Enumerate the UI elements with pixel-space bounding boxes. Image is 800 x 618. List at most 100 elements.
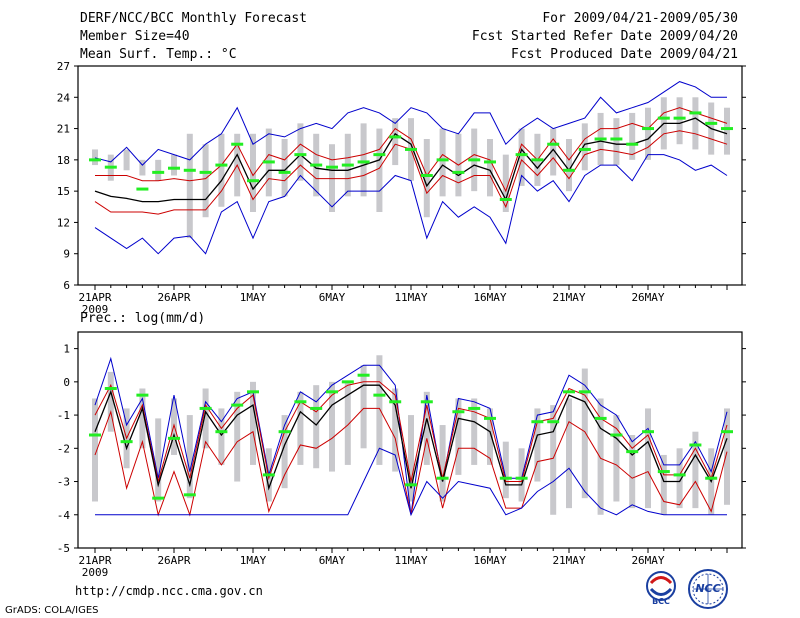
series-line-mean bbox=[94, 117, 728, 203]
x-tick-label: 11MAY bbox=[394, 291, 427, 304]
ensemble-box bbox=[534, 408, 541, 482]
ensemble-box bbox=[676, 448, 683, 509]
x-tick-label: 16MAY bbox=[473, 554, 506, 567]
y-tick-label: 21 bbox=[57, 123, 70, 136]
ensemble-box bbox=[297, 123, 304, 181]
x-tick-label: 21APR bbox=[78, 554, 111, 567]
ensemble-box bbox=[629, 435, 636, 509]
x-tick-label: 26APR bbox=[157, 554, 190, 567]
x-year-label: 2009 bbox=[82, 303, 109, 316]
ensemble-box bbox=[186, 133, 193, 239]
y-tick-label: 24 bbox=[57, 91, 71, 104]
x-tick-label: 6MAY bbox=[319, 554, 346, 567]
ensemble-box bbox=[250, 133, 256, 212]
y-tick-label: -1 bbox=[57, 409, 70, 422]
ensemble-box bbox=[502, 441, 509, 499]
ensemble-box bbox=[724, 107, 730, 155]
ensemble-box bbox=[423, 391, 430, 465]
series-line-max bbox=[94, 81, 727, 166]
footer-url[interactable]: http://cmdp.ncc.cma.gov.cn bbox=[75, 584, 263, 598]
y-tick-label: -2 bbox=[57, 442, 70, 455]
x-tick-label: 21MAY bbox=[552, 291, 585, 304]
ensemble-box bbox=[376, 128, 383, 212]
ensemble-box bbox=[550, 128, 557, 176]
variable-label: Mean Surf. Temp.: °C bbox=[80, 47, 237, 62]
x-tick-label: 26MAY bbox=[631, 291, 664, 304]
ensemble-box bbox=[613, 415, 620, 502]
y-tick-label: 12 bbox=[57, 216, 70, 229]
ensemble-box bbox=[218, 408, 225, 465]
ensemble-box bbox=[297, 391, 304, 465]
ensemble-box bbox=[92, 398, 98, 502]
temperature-panel: 6 9 12 15 18 21 24 27 21APR 26APR 1MAY 6MAY 11MAY 16M… bbox=[57, 60, 746, 316]
ensemble-box bbox=[360, 123, 367, 197]
ensemble-box bbox=[171, 154, 177, 176]
series-line-min bbox=[95, 447, 727, 517]
ensemble-box bbox=[92, 149, 98, 166]
plot-frame bbox=[77, 65, 743, 286]
ensemble-box bbox=[613, 118, 620, 166]
x-tick-label: 26APR bbox=[157, 291, 190, 304]
ensemble-box bbox=[423, 139, 430, 218]
ensemble-box bbox=[408, 415, 414, 502]
x-tick-label: 1MAY bbox=[240, 554, 267, 567]
x-tick-label: 6MAY bbox=[319, 291, 346, 304]
ensemble-box bbox=[281, 139, 288, 197]
grads-credit: GrADS: COLA/IGES bbox=[5, 605, 99, 616]
y-tick-label: -5 bbox=[57, 542, 70, 555]
forecast-start-date: Fcst Started Refer Date 2009/04/20 bbox=[471, 29, 738, 44]
y-tick-label: 27 bbox=[57, 60, 70, 73]
ensemble-box bbox=[218, 133, 225, 207]
ensemble-box bbox=[518, 128, 525, 186]
x-tick-label: 11MAY bbox=[394, 554, 427, 567]
plot-frame bbox=[77, 331, 743, 549]
member-size-label: Member Size=40 bbox=[80, 29, 190, 44]
forecast-period: For 2009/04/21-2009/05/30 bbox=[542, 11, 738, 26]
ensemble-box bbox=[329, 381, 335, 472]
ensemble-box bbox=[186, 415, 193, 499]
ncc-logo: NCC bbox=[684, 568, 732, 610]
x-tick-label: 16MAY bbox=[473, 291, 506, 304]
chart-title: DERF/NCC/BCC Monthly Forecast bbox=[80, 11, 307, 26]
ensemble-box bbox=[660, 454, 667, 515]
ensemble-box bbox=[518, 448, 525, 502]
series-line-mean bbox=[94, 384, 728, 491]
x-tick-label: 1MAY bbox=[240, 291, 267, 304]
bcc-logo-text: BCC bbox=[652, 597, 670, 606]
x-tick-label: 21MAY bbox=[552, 554, 585, 567]
ensemble-box bbox=[487, 139, 493, 197]
ensemble-box bbox=[234, 391, 241, 482]
y-tick-label: 15 bbox=[57, 185, 70, 198]
ensemble-box bbox=[123, 149, 130, 171]
ensemble-box bbox=[692, 431, 699, 509]
ensemble-box bbox=[155, 418, 162, 502]
series-line-min bbox=[94, 154, 728, 255]
ensemble-box bbox=[692, 97, 699, 150]
ensemble-box bbox=[502, 154, 509, 212]
ensemble-box bbox=[676, 97, 683, 145]
ensemble-box bbox=[139, 159, 146, 176]
y-tick-label: 6 bbox=[63, 279, 70, 292]
ensemble-box bbox=[344, 381, 351, 465]
y-tick-label: 1 bbox=[63, 343, 70, 356]
ensemble-box bbox=[139, 388, 146, 449]
ensemble-box bbox=[645, 107, 651, 160]
y-tick-label: 9 bbox=[63, 248, 70, 261]
ensemble-box bbox=[202, 388, 209, 449]
ensemble-box bbox=[439, 128, 446, 197]
ensemble-box bbox=[250, 381, 256, 465]
precipitation-title: Prec.: log(mm/d) bbox=[80, 311, 206, 326]
ensemble-box bbox=[645, 408, 651, 509]
y-tick-label: 0 bbox=[63, 376, 70, 389]
precipitation-panel: -5 -4 -3 -2 -1 0 1 21APR 26APR 1MAY 6MAY 11MAY 16MAY… bbox=[57, 331, 746, 579]
ensemble-box bbox=[550, 405, 557, 515]
ensemble-box bbox=[455, 398, 462, 475]
ensemble-box bbox=[155, 159, 162, 181]
ensemble-box bbox=[202, 144, 209, 218]
y-tick-label: -3 bbox=[57, 476, 70, 489]
ensemble-box bbox=[376, 355, 383, 465]
ensemble-box bbox=[392, 118, 399, 166]
ensemble-box bbox=[581, 368, 588, 499]
ncc-logo-text: NCC bbox=[695, 582, 721, 595]
